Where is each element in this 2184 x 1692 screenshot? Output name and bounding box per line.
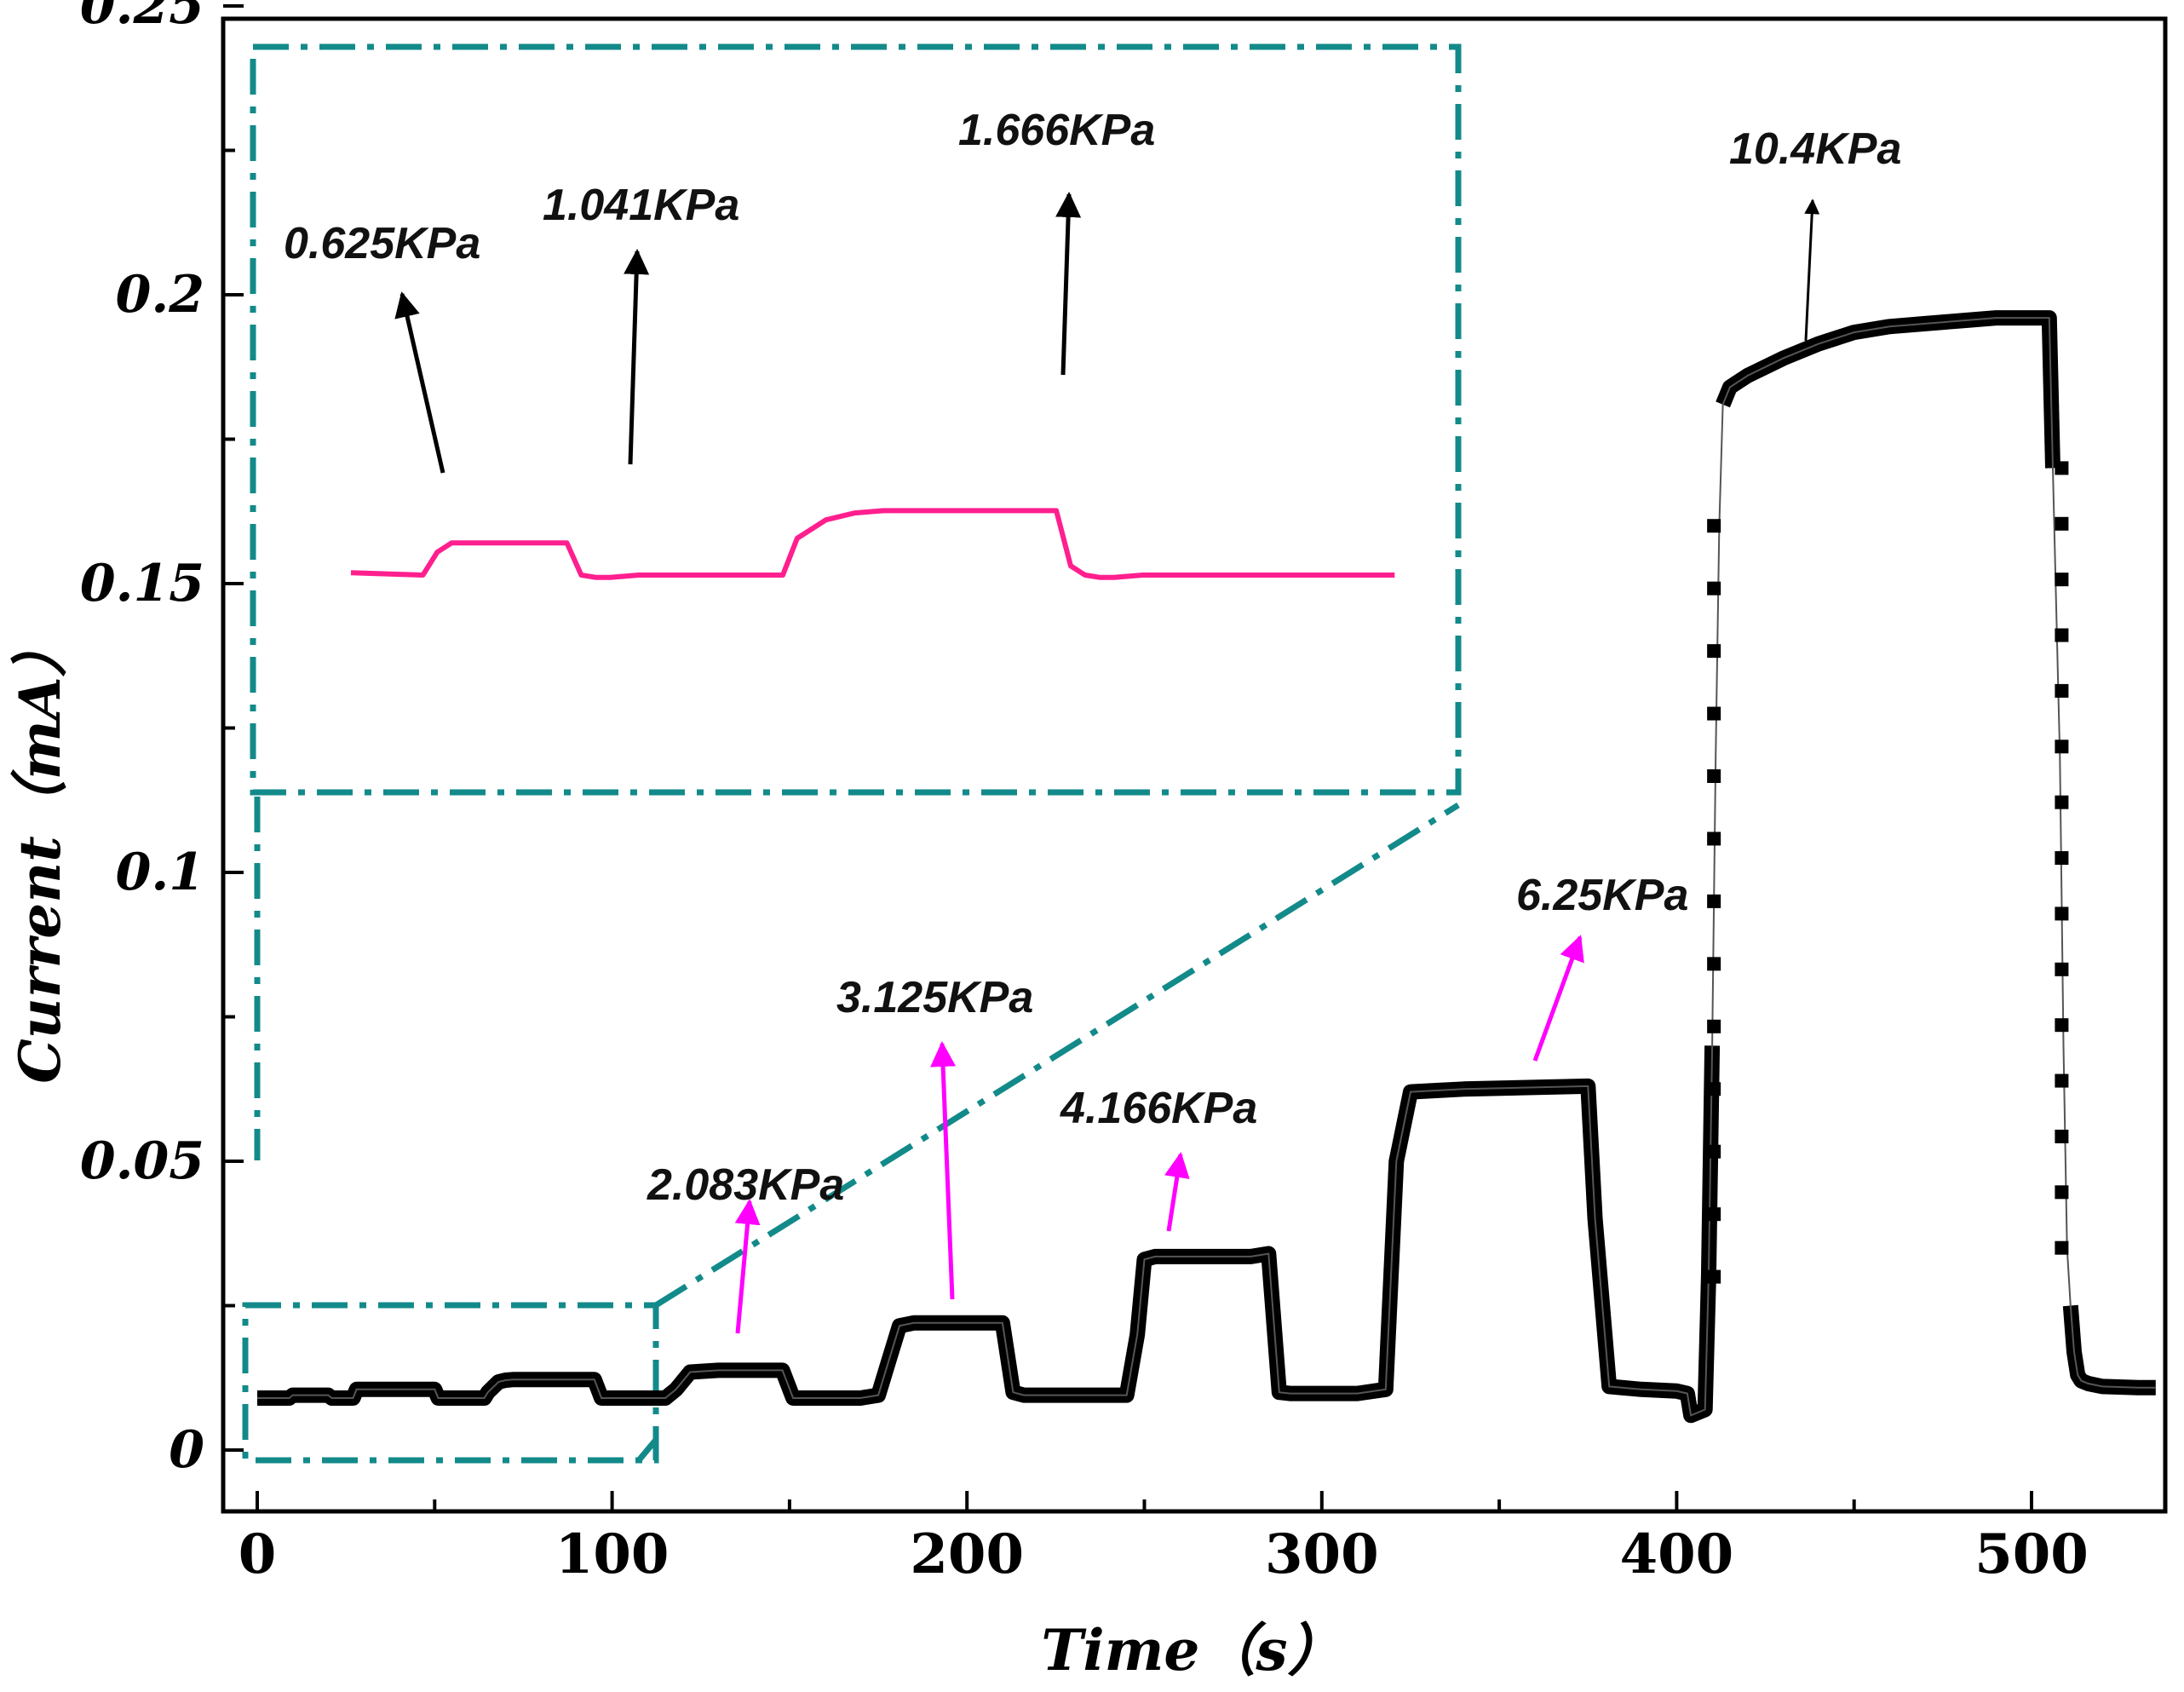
series-marker xyxy=(1707,1144,1721,1159)
zoom-connector-right xyxy=(654,803,1460,1308)
series-marker xyxy=(2055,1129,2069,1143)
x-tick-label: 100 xyxy=(555,1522,670,1586)
arrow-0625 xyxy=(394,291,445,474)
y-tick-label: 0.2 xyxy=(116,265,204,325)
x-tick-label: 500 xyxy=(1974,1522,2089,1586)
x-tick-label: 400 xyxy=(1620,1522,1734,1586)
y-tick-label: 0.1 xyxy=(116,843,204,902)
series-marker xyxy=(1707,644,1721,659)
arrow-4166 xyxy=(1164,1152,1190,1232)
series-marker xyxy=(1707,1269,1721,1284)
series-marker xyxy=(2055,962,2069,976)
plot-frame xyxy=(221,16,2168,1514)
series-marker xyxy=(1707,1207,1721,1222)
series-marker xyxy=(2055,683,2069,698)
series-marker xyxy=(2055,1240,2069,1255)
arrow-2083 xyxy=(734,1199,761,1334)
x-tick-label: 200 xyxy=(910,1522,1024,1586)
annotation-label: 10.4KPa xyxy=(1729,124,1901,174)
series-marker xyxy=(2055,573,2069,587)
series-marker xyxy=(2055,851,2069,866)
series-marker xyxy=(2055,461,2069,475)
axis-tick-labels: 0 100 200 300 400 500 0 0.05 0.1 0.15 0.2 0.25 xyxy=(80,0,2089,1586)
zoom-connector-bottom xyxy=(636,1437,658,1463)
x-axis-title: Time（s） xyxy=(1041,1617,1343,1683)
axis-ticks xyxy=(223,4,2033,1511)
y-tick-label: 0.15 xyxy=(80,554,204,613)
series-marker xyxy=(1707,894,1721,908)
series-markers xyxy=(1707,461,2069,1284)
zoom-source-box xyxy=(242,1302,659,1464)
arrow-625 xyxy=(1532,935,1584,1062)
series-marker xyxy=(1707,1019,1721,1033)
arrow-104 xyxy=(1804,199,1820,342)
annotation-label: 1.666KPa xyxy=(958,106,1155,155)
y-tick-label: 0.05 xyxy=(80,1131,204,1191)
annotation-labels: 0.625KPa 1.041KPa 1.666KPa 10.4KPa 2.083… xyxy=(284,106,1901,1210)
arrow-3125 xyxy=(930,1041,957,1300)
y-axis-title: Current（mA） xyxy=(7,620,73,1084)
series-marker xyxy=(2055,1073,2069,1088)
annotation-label: 1.041KPa xyxy=(543,181,739,230)
series-marker xyxy=(2055,1018,2069,1033)
y-tick-label: 0 xyxy=(169,1420,204,1480)
series-marker xyxy=(1707,1082,1721,1096)
series-marker xyxy=(2055,740,2069,754)
series-marker xyxy=(2055,1185,2069,1200)
annotation-label: 0.625KPa xyxy=(284,219,480,268)
series-marker xyxy=(1707,957,1721,971)
annotation-label: 6.25KPa xyxy=(1516,871,1688,920)
y-tick-label: 0.25 xyxy=(80,0,204,36)
annotation-arrows xyxy=(394,192,1820,1334)
series-line-current-connector xyxy=(257,317,2156,1417)
arrow-1041 xyxy=(624,249,650,465)
annotation-label: 2.083KPa xyxy=(647,1160,844,1210)
series-marker xyxy=(2055,906,2069,921)
series-marker xyxy=(1707,581,1721,596)
series-marker xyxy=(2055,795,2069,809)
series-marker xyxy=(2055,516,2069,531)
zoom-indicator xyxy=(242,43,1462,1464)
inset-series-line xyxy=(350,508,1395,580)
series-marker xyxy=(2055,628,2069,642)
series-marker xyxy=(1707,832,1721,846)
arrow-1666 xyxy=(1055,192,1082,376)
x-tick-label: 0 xyxy=(239,1522,277,1586)
annotation-label: 4.166KPa xyxy=(1060,1084,1257,1133)
inset-frame xyxy=(250,43,1462,796)
series-marker xyxy=(1707,706,1721,721)
x-tick-label: 300 xyxy=(1265,1522,1379,1586)
annotation-label: 3.125KPa xyxy=(836,973,1033,1022)
series-line-current xyxy=(257,310,2156,1424)
series-marker xyxy=(1707,769,1721,783)
series-marker xyxy=(1707,519,1721,533)
